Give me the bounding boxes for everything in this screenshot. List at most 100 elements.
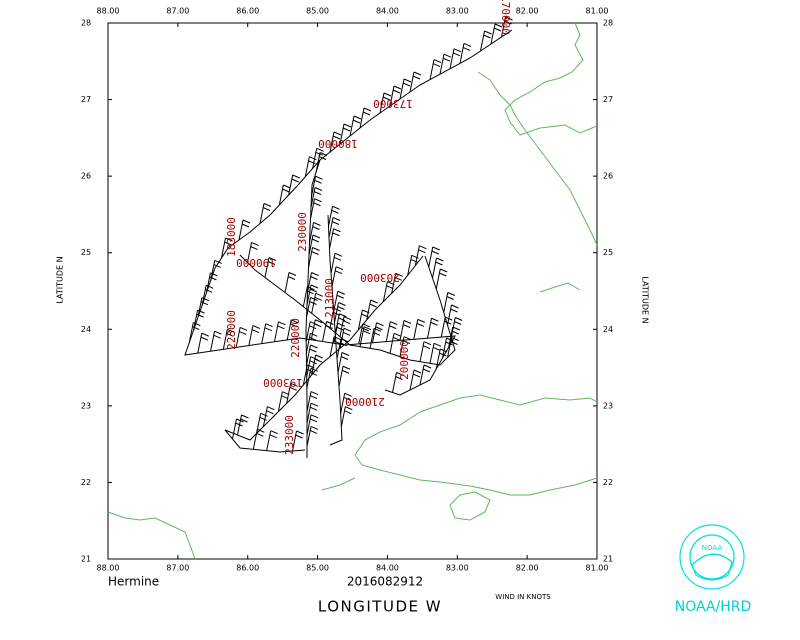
barb-flag (318, 156, 327, 160)
barb-staff (188, 322, 194, 343)
barb-flag (226, 332, 234, 337)
barb-flag (402, 340, 411, 345)
barb-staff (409, 71, 415, 93)
barb-flag (309, 288, 318, 293)
barb-flag (309, 371, 318, 376)
barb-flag (307, 364, 315, 369)
barb-staff (261, 323, 267, 344)
barb-staff (284, 272, 290, 293)
barb-staff (336, 338, 342, 359)
x-tick-label: 82.00 (516, 564, 539, 573)
barb-flag (483, 34, 491, 39)
barb-flag (439, 352, 447, 357)
barb-flag (454, 321, 462, 325)
barb-flag (392, 89, 401, 94)
barb-staff (369, 328, 375, 349)
barb-flag (267, 261, 276, 265)
barb-flag (204, 288, 213, 293)
barb-flag (413, 369, 422, 374)
barb-staff (358, 323, 364, 344)
time-label: 173000 (373, 97, 413, 110)
barb-flag (403, 78, 412, 83)
barb-flag (316, 147, 324, 152)
barb-flag (315, 292, 323, 297)
time-label: 203000 (360, 271, 400, 284)
barb-staff (334, 313, 340, 334)
barb-flag (345, 406, 353, 411)
barb-flag (462, 46, 471, 51)
barb-staff (427, 318, 432, 339)
barb-staff (443, 292, 449, 313)
barb-flag (331, 209, 339, 214)
x-tick-label-top: 84.00 (376, 7, 399, 16)
barb-flag (332, 311, 341, 316)
barb-flag (430, 321, 438, 326)
barb-staff (339, 328, 345, 349)
barb-flag (363, 326, 372, 331)
barb-staff (357, 309, 363, 331)
barb-flag (341, 369, 350, 374)
time-label: 213000 (323, 278, 336, 318)
x-tick-label: 81.00 (586, 564, 609, 573)
barb-staff (429, 343, 435, 364)
barb-flag (309, 156, 317, 161)
barb-staff (197, 297, 203, 318)
barb-flag (433, 342, 442, 347)
barb-flag (291, 178, 299, 183)
barb-staff (339, 316, 345, 337)
barb-staff (447, 337, 452, 358)
y-tick-label-right: 28 (603, 19, 613, 28)
barb-staff (311, 293, 317, 314)
barb-flag (309, 301, 317, 305)
barb-flag (412, 75, 421, 80)
barb-staff (222, 329, 228, 350)
barb-staff (312, 148, 318, 169)
barb-flag (410, 258, 418, 263)
barb-staff (340, 406, 346, 427)
wind-note: WIND IN KNOTS (495, 593, 551, 601)
barb-flag (344, 410, 352, 415)
barb-staff (232, 418, 237, 440)
barb-flag (310, 402, 319, 407)
coastline (354, 454, 598, 496)
x-tick-label: 87.00 (166, 564, 189, 573)
barb-flag (201, 297, 210, 302)
barb-flag (442, 57, 451, 62)
storm-name: Hermine (108, 575, 159, 589)
barb-flag (383, 92, 392, 97)
coastline (321, 477, 356, 491)
barb-flag (452, 326, 460, 331)
barb-flag (257, 428, 265, 433)
barb-flag (264, 327, 272, 332)
barb-staff (310, 198, 315, 219)
barb-staff (306, 414, 312, 435)
y-tick-label-right: 26 (603, 172, 613, 181)
barb-staff (306, 426, 312, 447)
barb-flag (390, 321, 398, 326)
barb-flag (343, 396, 351, 401)
barb-flag (267, 406, 275, 411)
barb-flag (344, 392, 352, 397)
barb-flag (334, 270, 343, 275)
barb-flag (343, 327, 352, 332)
barb-flag (290, 323, 298, 328)
barb-staff (399, 78, 405, 100)
barb-flag (372, 331, 381, 336)
barb-staff (399, 320, 405, 341)
barb-flag (201, 332, 209, 337)
barb-flag (343, 123, 352, 128)
barb-flag (315, 319, 323, 324)
barb-flag (362, 309, 370, 314)
barb-staff (273, 321, 279, 342)
y-tick-label-right: 24 (603, 325, 613, 334)
barb-flag (440, 268, 448, 273)
barb-staff (334, 302, 339, 323)
barb-flag (277, 325, 285, 330)
barb-flag (387, 281, 395, 286)
barb-staff (247, 242, 252, 263)
barb-staff (449, 48, 455, 69)
barb-flag (445, 341, 453, 346)
barb-staff (306, 297, 311, 318)
barb-staff (308, 247, 313, 268)
barb-staff (292, 430, 297, 452)
